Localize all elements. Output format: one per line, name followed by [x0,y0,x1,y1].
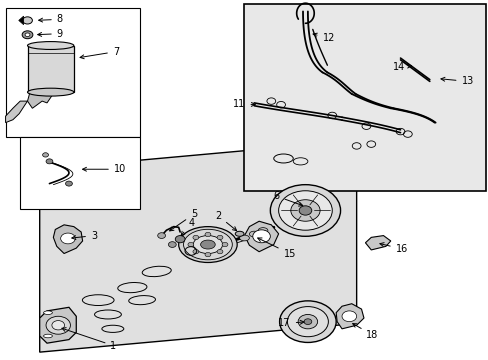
Circle shape [42,153,48,157]
Circle shape [222,242,227,247]
Bar [244,4,485,191]
Ellipse shape [193,235,222,253]
Circle shape [270,185,340,236]
Circle shape [217,235,223,240]
Ellipse shape [43,311,52,315]
Circle shape [204,232,210,237]
Circle shape [341,311,356,321]
Polygon shape [5,101,27,123]
Ellipse shape [27,88,74,96]
Text: 5: 5 [169,209,197,231]
Text: 6: 6 [273,191,302,206]
Ellipse shape [178,226,237,262]
Circle shape [193,235,199,240]
Circle shape [279,301,335,342]
Circle shape [299,206,311,215]
Ellipse shape [183,229,232,260]
Text: 7: 7 [80,46,119,59]
Circle shape [22,31,33,39]
Ellipse shape [43,334,52,338]
Circle shape [46,316,70,334]
Ellipse shape [249,231,259,237]
Polygon shape [335,304,363,329]
Bar [20,137,140,209]
Ellipse shape [258,228,267,233]
Text: 14: 14 [392,62,410,72]
Circle shape [298,315,317,329]
Circle shape [287,307,328,337]
Bar [5,8,140,137]
Text: 8: 8 [39,14,63,24]
Circle shape [187,242,193,247]
Circle shape [278,191,331,230]
Polygon shape [19,16,23,25]
Text: 3: 3 [72,231,97,240]
Circle shape [61,233,75,244]
Circle shape [65,181,72,186]
Circle shape [252,230,270,243]
Ellipse shape [27,41,74,49]
Text: 16: 16 [379,243,407,254]
Text: 9: 9 [38,29,63,39]
Text: 13: 13 [440,76,473,86]
Circle shape [193,249,199,254]
Text: 17: 17 [278,319,304,328]
Text: 12: 12 [312,33,334,43]
Polygon shape [40,307,76,343]
Circle shape [204,252,210,257]
Text: 15: 15 [257,238,295,258]
Text: 2: 2 [215,211,236,231]
Circle shape [168,242,176,247]
Circle shape [175,235,184,243]
Polygon shape [40,140,356,352]
Polygon shape [365,235,390,250]
Bar [27,45,74,92]
Text: 11: 11 [233,99,255,109]
Ellipse shape [239,235,249,241]
Ellipse shape [235,231,244,236]
Circle shape [290,200,320,221]
Text: 18: 18 [352,324,378,340]
Circle shape [46,159,53,164]
Circle shape [52,320,64,330]
Text: 1: 1 [62,328,116,351]
Polygon shape [53,225,82,253]
Circle shape [217,249,223,254]
Polygon shape [27,92,54,108]
Circle shape [158,233,165,238]
Ellipse shape [200,240,215,249]
Polygon shape [244,221,278,252]
Circle shape [304,319,311,324]
Text: 10: 10 [82,164,126,174]
Circle shape [22,17,32,24]
Text: 4: 4 [181,218,194,235]
Circle shape [25,33,30,37]
